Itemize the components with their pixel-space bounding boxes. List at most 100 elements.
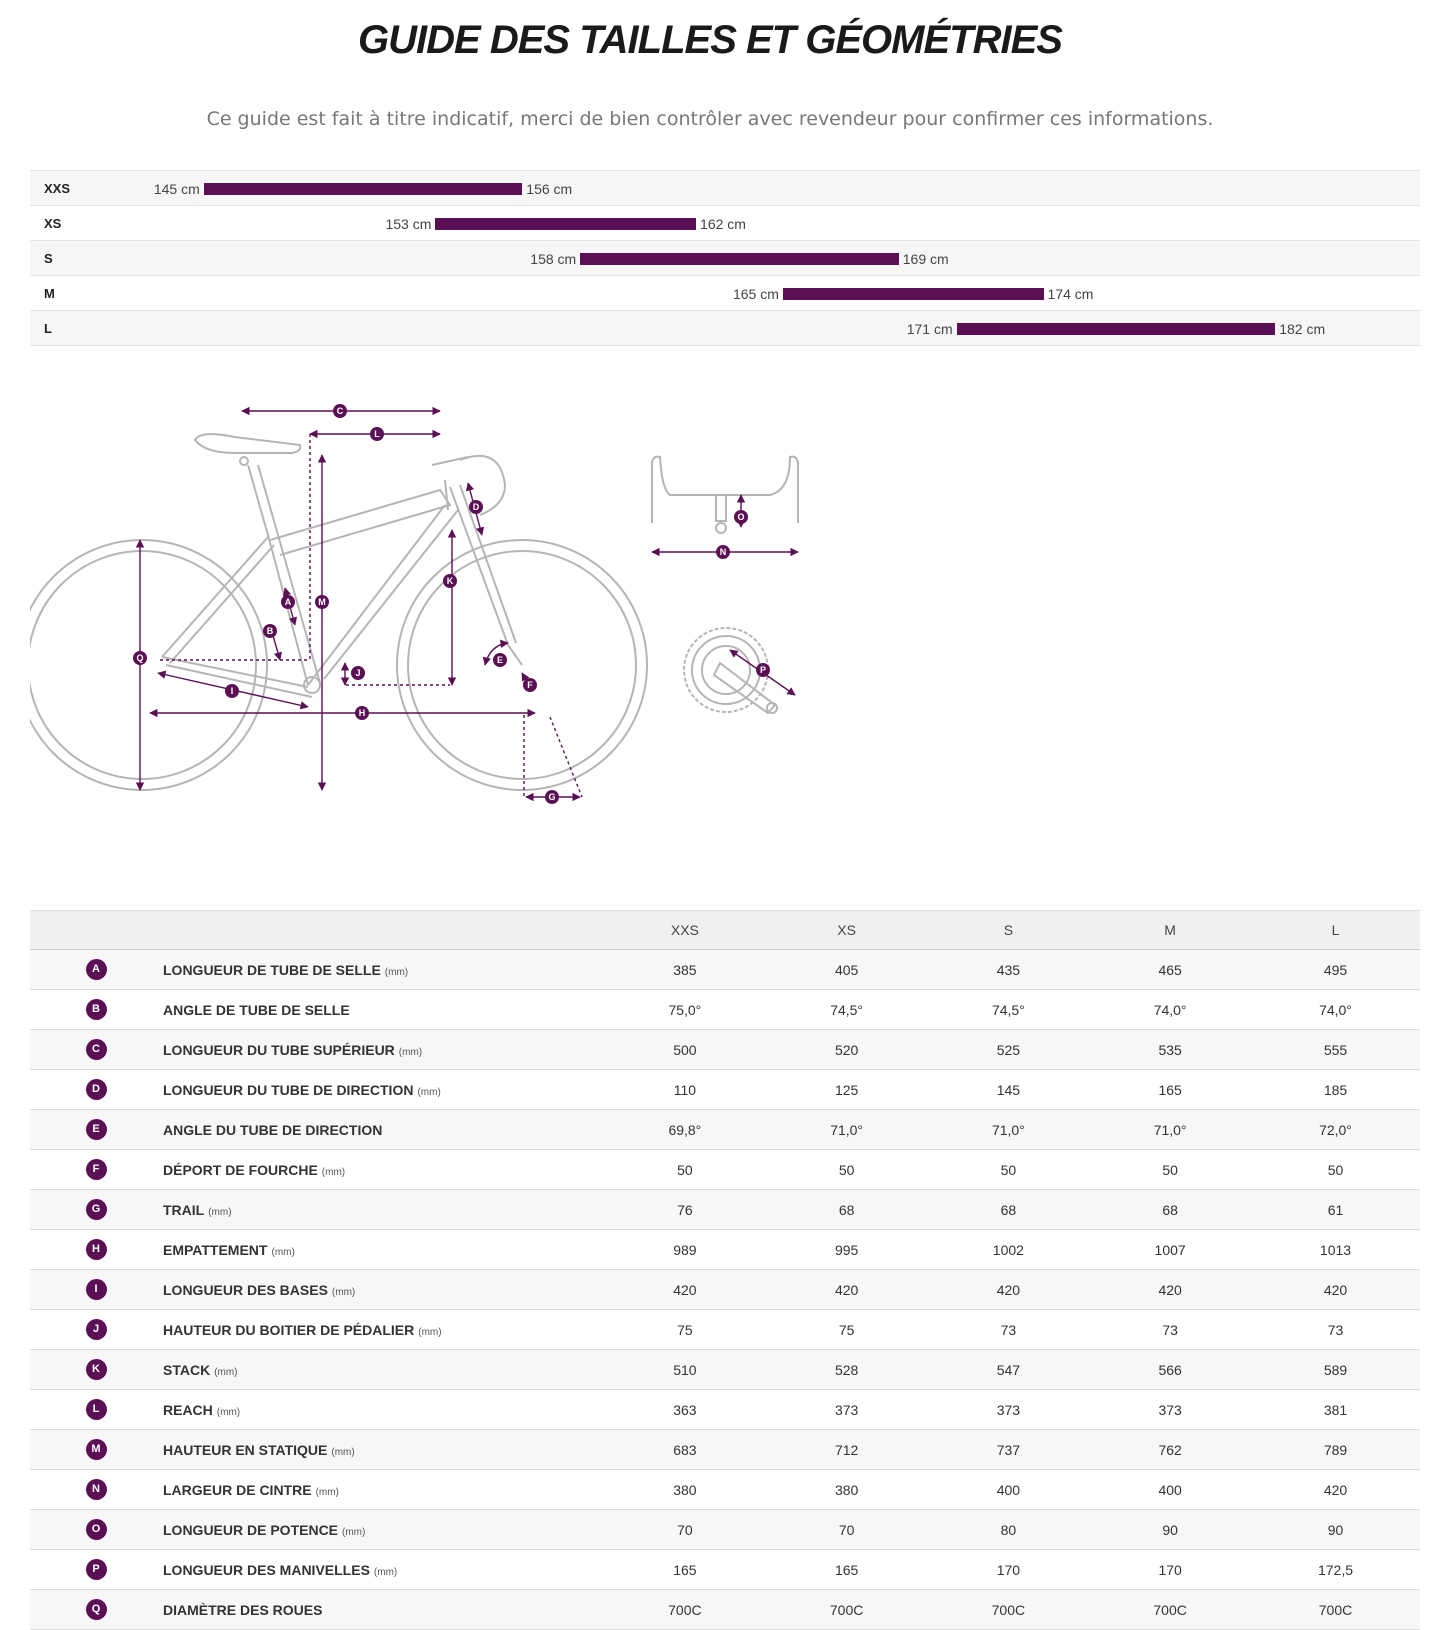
row-letter-cell: I: [30, 1269, 162, 1310]
row-name: LONGUEUR DU TUBE DE DIRECTION (mm): [162, 1069, 604, 1110]
value-m: 1007: [1089, 1229, 1251, 1270]
value-xs: 70: [765, 1509, 928, 1550]
geometry-row-b: B ANGLE DE TUBE DE SELLE 75,0° 74,5° 74,5° 74…: [30, 989, 1420, 1030]
row-unit: (mm): [417, 1086, 441, 1098]
row-unit: (mm): [342, 1526, 366, 1538]
row-name: ANGLE DE TUBE DE SELLE: [162, 989, 604, 1030]
row-unit: (mm): [384, 966, 409, 978]
value-xxs: 385: [604, 949, 766, 990]
row-letter-cell: K: [30, 1349, 162, 1390]
row-name-text: LONGUEUR DES MANIVELLES: [163, 1561, 370, 1578]
value-xxs: 76: [604, 1189, 766, 1230]
value-xs: 405: [765, 949, 928, 990]
row-name: EMPATTEMENT (mm): [162, 1229, 604, 1270]
row-letter-cell: N: [30, 1469, 162, 1510]
row-letter-cell: J: [30, 1309, 162, 1350]
value-l: 420: [1251, 1469, 1420, 1510]
value-m: 170: [1089, 1549, 1251, 1590]
geometry-row-k: K STACK (mm) 510 528 547 566 589: [30, 1349, 1420, 1390]
value-m: 400: [1089, 1469, 1251, 1510]
row-name: ANGLE DU TUBE DE DIRECTION: [162, 1109, 604, 1150]
row-name-text: DÉPORT DE FOURCHE: [163, 1161, 318, 1178]
diagram-label-d: D: [469, 500, 483, 514]
row-letter-cell: C: [30, 1029, 162, 1070]
value-m: 165: [1089, 1069, 1251, 1110]
row-letter-badge: I: [85, 1279, 107, 1300]
svg-text:D: D: [473, 502, 480, 512]
row-letter-badge: G: [85, 1199, 107, 1220]
header-size-s: S: [927, 910, 1090, 950]
row-name-text: LARGEUR DE CINTRE: [163, 1481, 312, 1498]
value-m: 68: [1089, 1189, 1251, 1230]
row-letter-badge: N: [85, 1479, 107, 1500]
row-name: LONGUEUR DES MANIVELLES (mm): [162, 1549, 604, 1590]
value-m: 762: [1089, 1429, 1251, 1470]
value-l: 381: [1251, 1389, 1420, 1430]
value-s: 170: [927, 1549, 1090, 1590]
row-letter-cell: G: [30, 1189, 162, 1230]
value-xs: 528: [765, 1349, 928, 1390]
value-xxs: 75: [604, 1309, 766, 1350]
svg-text:E: E: [497, 655, 503, 665]
geometry-row-d: D LONGUEUR DU TUBE DE DIRECTION (mm) 110 125…: [30, 1069, 1420, 1110]
diagram-label-b: B: [263, 624, 277, 638]
geometry-row-m: M HAUTEUR EN STATIQUE (mm) 683 712 737 762 789: [30, 1429, 1420, 1470]
row-letter-badge: L: [85, 1399, 107, 1420]
value-l: 73: [1251, 1309, 1420, 1350]
header-size-l: L: [1251, 910, 1420, 950]
row-name: STACK (mm): [162, 1349, 604, 1390]
geometry-row-p: P LONGUEUR DES MANIVELLES (mm) 165 165 170 170…: [30, 1549, 1420, 1590]
row-name: LONGUEUR DU TUBE SUPÉRIEUR (mm): [162, 1029, 604, 1070]
value-xs: 420: [765, 1269, 928, 1310]
geometry-row-f: F DÉPORT DE FOURCHE (mm) 50 50 50 50 50: [30, 1149, 1420, 1190]
row-name-text: HAUTEUR DU BOITIER DE PÉDALIER: [163, 1321, 415, 1338]
row-name: HAUTEUR DU BOITIER DE PÉDALIER (mm): [162, 1309, 604, 1350]
row-unit: (mm): [216, 1406, 241, 1418]
size-range-label: S: [44, 251, 53, 266]
row-letter-cell: P: [30, 1549, 162, 1590]
value-xs: 373: [765, 1389, 928, 1430]
value-s: 525: [927, 1029, 1090, 1070]
row-letter-cell: A: [30, 949, 162, 990]
size-range-label: XXS: [44, 181, 71, 196]
header-spacer: [162, 910, 604, 950]
header-size-m: M: [1089, 910, 1251, 950]
value-l: 789: [1251, 1429, 1420, 1470]
value-xxs: 110: [604, 1069, 766, 1110]
value-xs: 125: [765, 1069, 928, 1110]
diagram-label-c: C: [333, 404, 347, 418]
svg-text:K: K: [447, 576, 454, 586]
row-letter-cell: H: [30, 1229, 162, 1270]
svg-text:Q: Q: [136, 653, 143, 663]
row-letter-badge: O: [85, 1519, 107, 1540]
geometry-row-g: G TRAIL (mm) 76 68 68 68 61: [30, 1189, 1420, 1230]
size-range-max: 156 cm: [526, 181, 573, 197]
row-letter-cell: E: [30, 1109, 162, 1150]
size-range-label: L: [44, 321, 52, 336]
size-range-label: M: [44, 286, 55, 301]
value-m: 71,0°: [1089, 1109, 1251, 1150]
size-range-bar: [580, 253, 899, 265]
svg-text:C: C: [337, 406, 344, 416]
row-letter-badge: P: [85, 1559, 107, 1580]
diagram-label-m: M: [315, 595, 329, 609]
svg-text:J: J: [355, 668, 360, 678]
geometry-header-row: XXS XS S M L: [30, 910, 1420, 950]
geometry-row-h: H EMPATTEMENT (mm) 989 995 1002 1007 1013: [30, 1229, 1420, 1270]
geometry-row-j: J HAUTEUR DU BOITIER DE PÉDALIER (mm) 75 75 7…: [30, 1309, 1420, 1350]
size-range-min: 153 cm: [385, 216, 432, 232]
value-xs: 712: [765, 1429, 928, 1470]
header-size-xxs: XXS: [604, 910, 766, 950]
svg-text:H: H: [359, 708, 366, 718]
value-m: 535: [1089, 1029, 1251, 1070]
value-m: 50: [1089, 1149, 1251, 1190]
diagram-label-a: A: [281, 595, 295, 609]
diagram-label-e: E: [493, 653, 507, 667]
page-title: GUIDE DES TAILLES ET GÉOMÉTRIES: [358, 18, 1063, 62]
row-letter-badge: K: [85, 1359, 107, 1380]
header-size-xs: XS: [765, 910, 928, 950]
value-l: 90: [1251, 1509, 1420, 1550]
size-range-bar: [203, 183, 523, 195]
value-xxs: 989: [604, 1229, 766, 1270]
size-range-min: 145 cm: [153, 181, 200, 197]
